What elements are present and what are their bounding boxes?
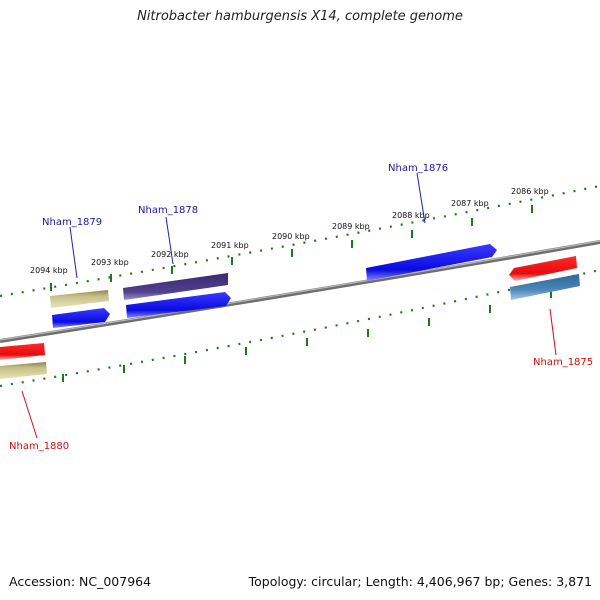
topology-text: Topology: circular; Length: 4,406,967 bp…: [249, 574, 592, 589]
tick-label: 2092 kbp: [151, 250, 189, 259]
tick-label: 2086 kbp: [511, 187, 549, 196]
tick-label: 2087 kbp: [451, 199, 489, 208]
gene-label-nham-1875: Nham_1875: [533, 357, 593, 368]
tick-label: 2094 kbp: [30, 266, 68, 275]
gene-olive-upper-left: [50, 290, 109, 308]
gene-label-nham-1878: Nham_1878: [138, 205, 198, 216]
gene-nham-1880-arrow: [0, 343, 45, 360]
tick-label: 2093 kbp: [91, 258, 129, 267]
gene-label-nham-1876: Nham_1876: [388, 163, 448, 174]
gene-label-nham-1880: Nham_1880: [9, 441, 69, 452]
upper-tick-track: [0, 186, 600, 296]
accession-text: Accession: NC_007964: [9, 574, 151, 589]
label-connector: [22, 391, 37, 438]
label-connector: [550, 309, 556, 355]
upper-major-ticks: [51, 205, 532, 291]
label-connector: [70, 227, 77, 278]
gene-olive-lower-left: [0, 362, 47, 379]
gene-label-nham-1879: Nham_1879: [42, 217, 102, 228]
tick-label: 2089 kbp: [332, 222, 370, 231]
tick-label: 2090 kbp: [272, 232, 310, 241]
tick-label: 2091 kbp: [211, 241, 249, 250]
